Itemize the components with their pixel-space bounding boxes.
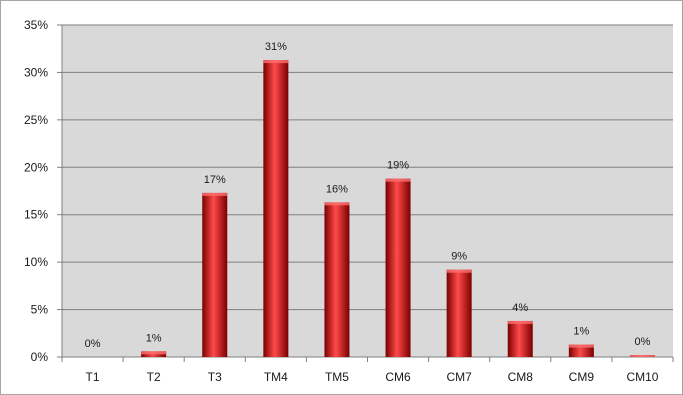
data-label: 31% (265, 41, 287, 53)
y-tick-label: 15% (24, 208, 48, 222)
data-label: 1% (573, 326, 589, 338)
gridlines (57, 24, 673, 358)
x-tick-label: T1 (86, 370, 100, 384)
data-label: 16% (326, 183, 348, 195)
bar-highlight (324, 202, 350, 206)
data-label: 1% (146, 332, 162, 344)
data-label: 4% (512, 302, 528, 314)
bar-highlight (629, 355, 655, 357)
x-tick-label: CM8 (508, 370, 534, 384)
y-tick-label: 5% (31, 303, 49, 317)
x-tick-label: CM6 (385, 370, 411, 384)
data-label: 0% (634, 336, 650, 348)
y-tick-label: 25% (24, 113, 48, 127)
bar-cm8 (507, 320, 533, 357)
bar-tm5 (324, 202, 350, 357)
y-tick-label: 10% (24, 255, 48, 269)
bar-highlight (202, 192, 228, 196)
bar-cm6 (385, 178, 411, 357)
bar-highlight (385, 178, 411, 182)
bar-highlight (263, 60, 289, 64)
bar-highlight (507, 320, 533, 324)
x-tick-label: T2 (147, 370, 161, 384)
bar-tm4 (263, 60, 289, 358)
data-labels: 0% 1% 17% 31% 16% 19% 9% 4% 1% 0% (85, 41, 651, 350)
x-tick-label: T3 (208, 370, 222, 384)
bar-t3 (202, 192, 228, 357)
data-label: 0% (85, 338, 101, 350)
x-axis-tick-labels: T1 T2 T3 TM4 TM5 CM6 CM7 CM8 CM9 CM10 (86, 370, 659, 384)
y-tick-label: 35% (24, 18, 48, 32)
y-tick-label: 30% (24, 65, 48, 79)
bar-cm7 (446, 269, 472, 357)
bar-cm9 (568, 344, 594, 357)
data-label: 9% (451, 251, 467, 263)
data-label: 17% (204, 174, 226, 186)
bar-highlight (446, 269, 472, 273)
bars (141, 60, 655, 358)
y-tick-label: 0% (31, 350, 49, 364)
x-tick-label: CM10 (626, 370, 658, 384)
bar-highlight (141, 351, 167, 355)
x-tick-label: CM9 (569, 370, 595, 384)
y-axis-tick-labels: 0% 5% 10% 15% 20% 25% 30% 35% (24, 18, 48, 364)
x-tick-label: TM5 (325, 370, 349, 384)
data-label: 19% (387, 160, 409, 172)
plot-area (62, 25, 673, 357)
bar-highlight (568, 344, 594, 348)
y-tick-label: 20% (24, 160, 48, 174)
x-tick-label: CM7 (446, 370, 472, 384)
x-tick-label: TM4 (264, 370, 288, 384)
